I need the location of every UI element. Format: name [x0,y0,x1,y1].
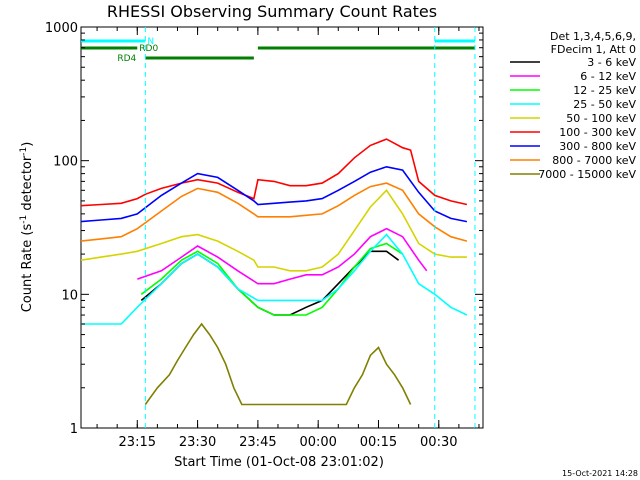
y-axis: 1 10 100 1000 [45,21,483,437]
flag-label-n: N [147,37,154,47]
series-line-4 [81,233,468,325]
x-tick-label: 00:15 [360,435,397,450]
y-tick-label: 100 [53,155,78,170]
vline-layer [144,27,476,428]
y-tick-label: 1 [70,422,78,437]
x-axis-label: Start Time (01-Oct-08 23:01:02) [174,455,384,470]
footer-timestamp: 15-Oct-2021 14:28 [562,469,638,478]
series-line-3 [140,242,404,316]
x-tick-label: 23:30 [179,435,216,450]
x-tick-label: 00:00 [299,435,336,450]
flag-label-rd0: RD0 [139,44,158,54]
series-line-7 [80,165,468,223]
legend-header-line-2: FDecim 1, Att 0 [551,43,636,56]
y-tick-label: 10 [61,288,78,303]
legend-entry-label: 3 - 6 keV [587,56,636,69]
legend: Det 1,3,4,5,6,9, FDecim 1, Att 0 3 - 6 k… [510,30,636,181]
x-tick-label: 23:15 [119,435,156,450]
flag-label-rd4: RD4 [117,54,136,64]
series-line-2 [137,227,428,285]
series-line-5 [80,189,467,272]
series-line-6 [80,138,468,207]
series-line-8 [80,182,468,242]
legend-entry-label: 300 - 800 keV [559,140,636,153]
legend-entry-label: 6 - 12 keV [580,70,636,83]
x-tick-label: 00:30 [420,435,457,450]
plot-frame [80,26,484,429]
x-axis: 23:15 23:30 23:45 00:00 00:15 00:30 [96,27,480,450]
legend-entry-label: 50 - 100 keV [566,112,636,125]
chart-title: RHESSI Observing Summary Count Rates [107,2,437,21]
series-line-9 [144,322,412,406]
y-tick-label: 1000 [45,21,78,36]
legend-header-line-1: Det 1,3,4,5,6,9, [550,30,636,43]
series-layer [80,138,468,406]
y-axis-label: Count Rate (s-1 detector-1) [19,142,35,313]
legend-entry-label: 7000 - 15000 keV [538,168,636,181]
legend-entry-label: 12 - 25 keV [573,84,636,97]
legend-entry-label: 800 - 7000 keV [552,154,636,167]
x-tick-label: 23:45 [239,435,276,450]
legend-entry-label: 100 - 300 keV [559,126,636,139]
legend-entry-label: 25 - 50 keV [573,98,636,111]
